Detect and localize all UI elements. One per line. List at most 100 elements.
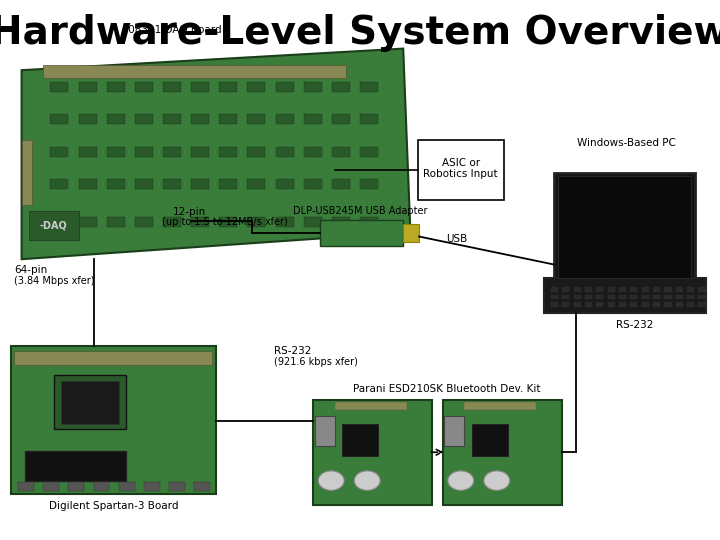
Bar	[276, 179, 294, 189]
Bar	[135, 217, 153, 227]
Bar	[304, 114, 322, 124]
Bar	[642, 302, 649, 307]
Bar	[43, 65, 346, 78]
Bar	[665, 302, 672, 307]
Bar	[94, 482, 109, 491]
Bar	[574, 287, 581, 292]
Bar	[107, 217, 125, 227]
Bar	[313, 400, 432, 505]
Bar	[248, 147, 266, 157]
Bar	[18, 482, 34, 491]
Text: Hardware-Level System Overview: Hardware-Level System Overview	[0, 14, 720, 51]
Bar	[50, 82, 68, 92]
Bar	[78, 179, 96, 189]
Bar	[562, 295, 570, 299]
Bar	[554, 173, 695, 281]
Text: RS-232: RS-232	[274, 346, 311, 356]
Bar	[50, 114, 68, 124]
Text: P08311 DAQ Board: P08311 DAQ Board	[122, 25, 222, 35]
Bar	[562, 287, 570, 292]
Bar	[163, 217, 181, 227]
Text: RS-232: RS-232	[616, 320, 654, 330]
Text: DLP-USB245M USB Adapter: DLP-USB245M USB Adapter	[293, 206, 427, 216]
Bar	[135, 114, 153, 124]
Bar	[342, 424, 378, 456]
Bar	[220, 82, 238, 92]
Bar	[642, 287, 649, 292]
Bar	[630, 287, 637, 292]
Bar	[191, 82, 209, 92]
Bar	[653, 295, 660, 299]
Bar	[107, 82, 125, 92]
Bar	[220, 114, 238, 124]
Bar	[68, 482, 84, 491]
Bar	[675, 287, 683, 292]
Circle shape	[354, 471, 380, 490]
Bar	[443, 400, 562, 505]
Bar	[630, 302, 637, 307]
Bar	[596, 302, 603, 307]
Bar	[608, 295, 615, 299]
Bar	[191, 179, 209, 189]
Text: ASIC or
Robotics Input: ASIC or Robotics Input	[423, 158, 498, 179]
Text: USB: USB	[446, 234, 468, 244]
Bar	[675, 302, 683, 307]
Bar	[665, 287, 672, 292]
Bar	[332, 179, 350, 189]
Bar	[596, 287, 603, 292]
Bar	[332, 147, 350, 157]
Bar	[163, 179, 181, 189]
Circle shape	[484, 471, 510, 490]
Bar	[544, 278, 706, 313]
Bar	[665, 295, 672, 299]
Bar	[444, 416, 464, 446]
Circle shape	[448, 471, 474, 490]
Bar	[43, 482, 59, 491]
Bar	[135, 179, 153, 189]
Bar	[360, 82, 378, 92]
Bar	[78, 147, 96, 157]
Circle shape	[318, 471, 344, 490]
Bar	[14, 351, 212, 364]
Bar	[585, 287, 592, 292]
Bar	[220, 147, 238, 157]
Bar	[585, 302, 592, 307]
Bar	[191, 147, 209, 157]
Bar	[332, 82, 350, 92]
Bar	[107, 179, 125, 189]
Bar	[220, 217, 238, 227]
Bar	[360, 114, 378, 124]
Bar	[163, 114, 181, 124]
Bar	[687, 295, 694, 299]
Bar	[194, 482, 210, 491]
Bar	[191, 217, 209, 227]
Bar	[608, 287, 615, 292]
Bar	[135, 82, 153, 92]
Bar	[50, 147, 68, 157]
Text: Digilent Spartan-3 Board: Digilent Spartan-3 Board	[49, 501, 179, 511]
Bar	[585, 295, 592, 299]
Bar	[61, 381, 119, 424]
Bar	[276, 147, 294, 157]
Bar	[698, 287, 706, 292]
Bar	[248, 114, 266, 124]
Bar	[248, 179, 266, 189]
Text: (3.84 Mbps xfer): (3.84 Mbps xfer)	[14, 276, 95, 286]
Bar	[304, 217, 322, 227]
Bar	[50, 179, 68, 189]
Bar	[472, 424, 508, 456]
Bar	[11, 346, 216, 494]
Text: -DAQ: -DAQ	[40, 221, 68, 231]
Bar	[630, 295, 637, 299]
Bar	[675, 295, 683, 299]
Bar	[107, 114, 125, 124]
Bar	[320, 220, 403, 246]
Bar	[304, 82, 322, 92]
Bar	[248, 217, 266, 227]
Bar	[642, 295, 649, 299]
Bar	[220, 179, 238, 189]
Bar	[248, 82, 266, 92]
Bar	[360, 179, 378, 189]
Text: (921.6 kbps xfer): (921.6 kbps xfer)	[274, 357, 357, 367]
Bar	[698, 302, 706, 307]
